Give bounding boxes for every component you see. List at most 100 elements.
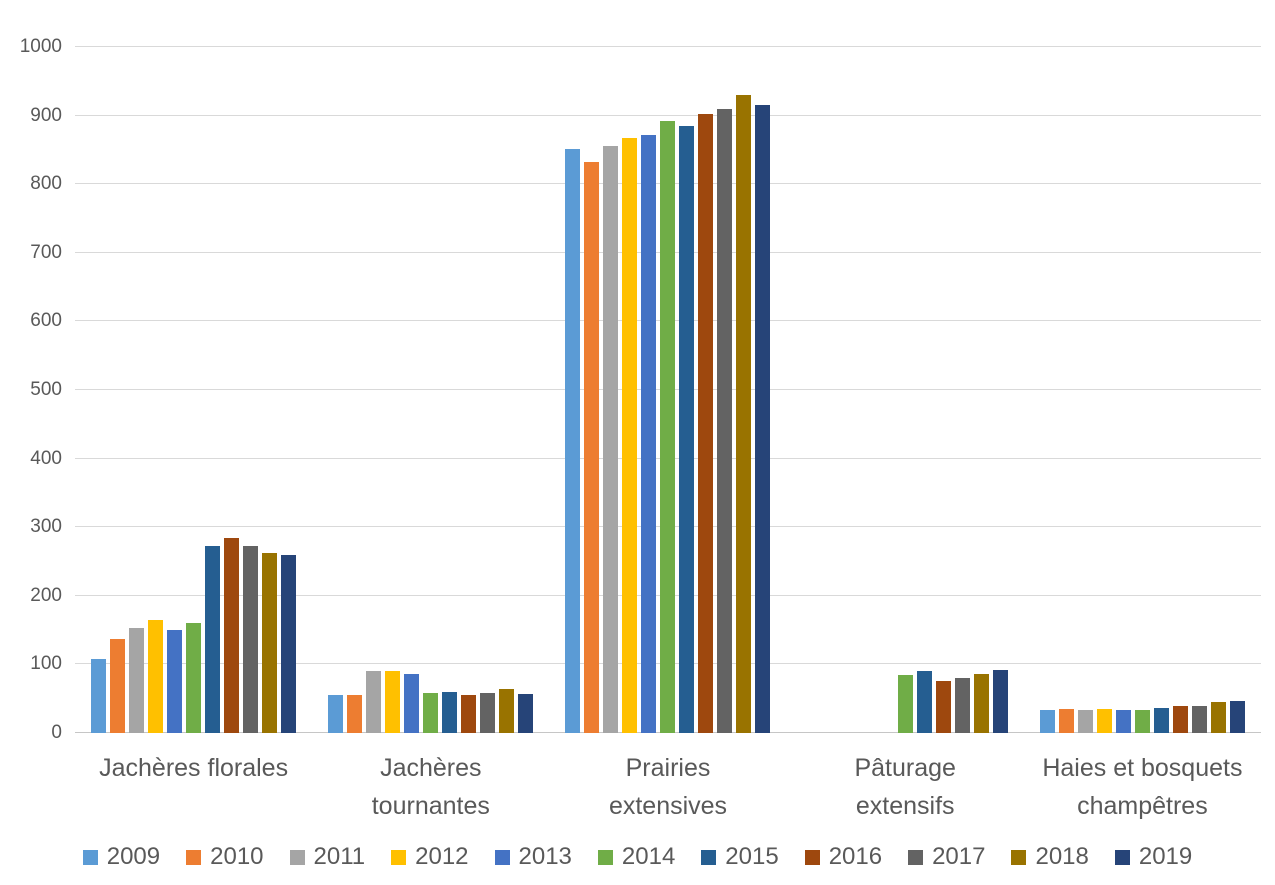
category-label: Haies et bosquets champêtres — [1024, 749, 1261, 825]
bar — [205, 546, 221, 733]
bar-group — [787, 47, 1024, 733]
category-label-line: extensifs — [855, 792, 955, 820]
legend-swatch — [701, 849, 717, 865]
bar — [480, 693, 496, 733]
bar — [404, 674, 420, 733]
legend-swatch — [804, 849, 820, 865]
legend-item: 2014 — [597, 843, 675, 871]
bar — [1229, 700, 1245, 733]
y-axis-tick-label: 400 — [30, 447, 62, 469]
legend-swatch — [186, 849, 202, 865]
y-axis-tick-label: 1000 — [19, 36, 62, 57]
bar — [660, 121, 676, 733]
legend-swatch — [1114, 849, 1130, 865]
legend-label: 2013 — [518, 843, 572, 870]
bar — [243, 545, 259, 733]
legend-item: 2011 — [289, 843, 365, 871]
legend-item: 2018 — [1011, 843, 1089, 871]
bar — [954, 678, 970, 733]
category-label-line: Prairies — [625, 754, 711, 782]
y-axis-tick-label: 0 — [51, 722, 62, 743]
bar — [91, 658, 107, 733]
legend-label: 2017 — [932, 843, 986, 870]
gridline — [75, 114, 1261, 116]
legend-label: 2019 — [1138, 843, 1193, 870]
bar — [518, 693, 534, 733]
legend-swatch — [597, 849, 613, 865]
legend-label: 2018 — [1035, 843, 1089, 870]
category-label-line: tournantes — [371, 792, 490, 820]
bar — [755, 104, 771, 733]
legend-label: 2012 — [415, 843, 469, 870]
bar — [442, 691, 458, 733]
bar — [423, 693, 439, 733]
bar — [366, 670, 382, 733]
bar — [347, 695, 363, 733]
legend-item: 2013 — [494, 843, 572, 871]
category-label-line: Haies et bosquets — [1042, 754, 1243, 782]
y-axis-tick-label: 100 — [30, 653, 62, 675]
bar-group — [312, 47, 549, 733]
bar — [698, 114, 714, 733]
legend: 2009 2010 2011 2012 2013 2014 2015 2016 2017 2018… — [0, 843, 1275, 871]
bar — [461, 695, 477, 733]
category-label-line: Jachères — [380, 754, 482, 782]
bar — [1096, 709, 1112, 733]
category-label: Prairies extensives — [549, 749, 786, 825]
category-label-line: champêtres — [1077, 792, 1208, 820]
bar-group — [1024, 47, 1261, 733]
bar — [897, 674, 913, 733]
bar-group — [549, 47, 786, 733]
bar — [129, 628, 145, 733]
legend-item: 2015 — [701, 843, 779, 871]
bar — [736, 95, 752, 733]
bar — [281, 555, 297, 733]
legend-item: 2019 — [1114, 843, 1193, 871]
y-axis-tick-label: 500 — [30, 379, 62, 400]
legend-swatch — [289, 849, 305, 865]
bar — [603, 146, 619, 733]
bar — [935, 680, 951, 733]
legend-swatch — [82, 849, 98, 865]
category-label-line: Jachères florales — [99, 754, 289, 782]
category-label: Jachères tournantes — [312, 749, 549, 825]
legend-item: 2016 — [804, 843, 882, 871]
legend-item: 2012 — [391, 843, 469, 871]
bar — [679, 125, 695, 733]
bar — [1077, 710, 1093, 733]
y-axis-tick-label: 900 — [30, 104, 62, 126]
y-axis-tick-label: 800 — [30, 173, 62, 195]
legend-swatch — [1011, 849, 1027, 865]
legend-item: 2010 — [186, 843, 264, 871]
bar — [1039, 709, 1055, 733]
bar-group — [75, 47, 312, 733]
bar — [224, 537, 240, 733]
category-label: Pâturage extensifs — [787, 749, 1024, 825]
legend-item: 2009 — [82, 843, 161, 871]
bar — [499, 689, 515, 733]
bar — [148, 619, 164, 733]
bar — [565, 148, 581, 733]
bar — [385, 671, 401, 733]
bar — [717, 108, 733, 733]
y-axis-tick-label: 600 — [30, 310, 62, 332]
legend-item: 2017 — [908, 843, 985, 871]
y-axis-tick-label: 700 — [30, 241, 62, 263]
legend-label: 2009 — [106, 843, 161, 870]
bar — [1210, 702, 1226, 733]
category-label-line: Pâturage — [854, 754, 956, 782]
bar — [110, 639, 126, 733]
legend-label: 2015 — [725, 843, 779, 870]
bar — [641, 134, 657, 733]
category-label-line: extensives — [608, 792, 728, 820]
bar — [584, 161, 600, 733]
bar — [992, 669, 1008, 733]
bar — [622, 138, 638, 733]
bar — [167, 630, 183, 733]
bar — [916, 671, 932, 733]
gridline — [75, 46, 1261, 47]
bar — [1115, 710, 1131, 733]
category-label: Jachères florales — [75, 749, 312, 825]
legend-swatch — [908, 849, 924, 865]
